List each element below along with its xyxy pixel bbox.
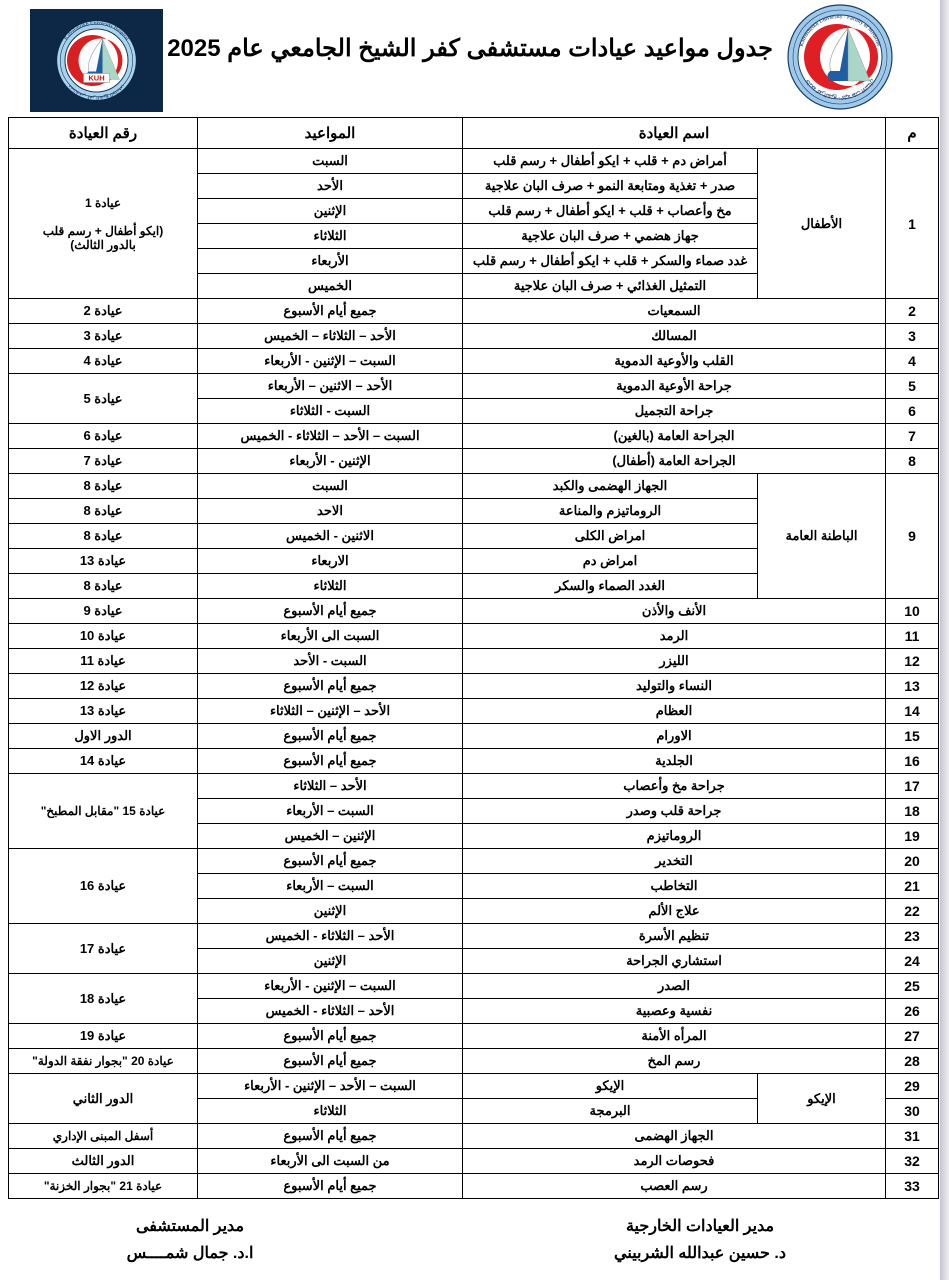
svg-text:KUH: KUH [88, 74, 104, 83]
